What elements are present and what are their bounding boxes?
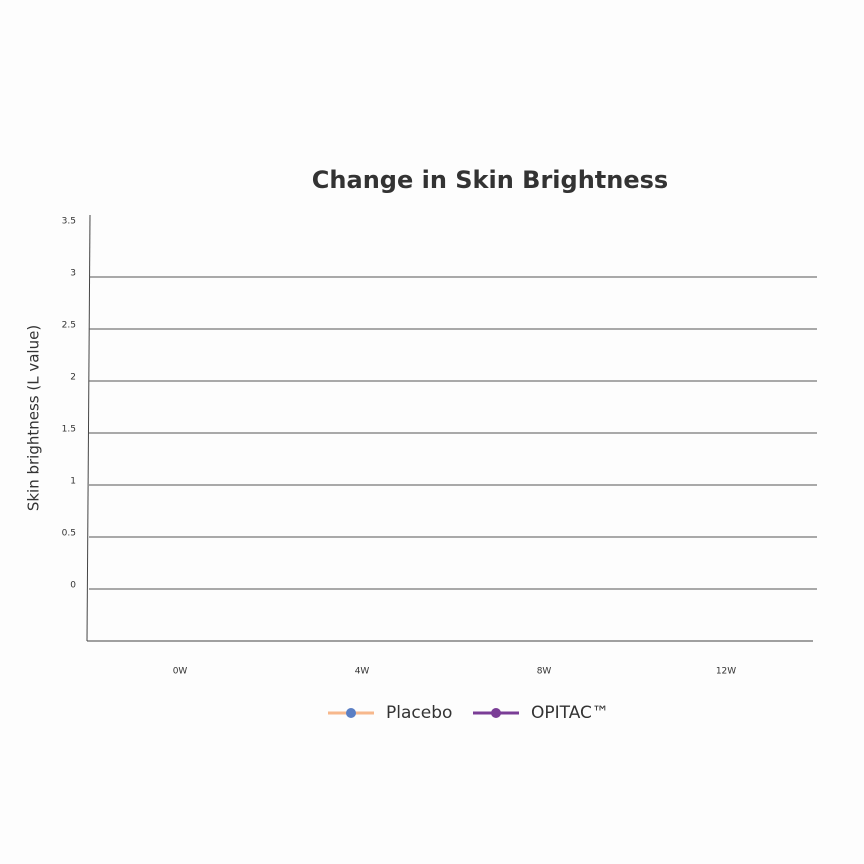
- y-tick-label: 3: [70, 269, 76, 279]
- y-tick-label: 2.5: [62, 321, 76, 331]
- legend-marker: [346, 708, 356, 718]
- x-tick-label: 8W: [537, 667, 552, 677]
- y-tick-label: 3.5: [62, 217, 76, 227]
- legend-marker: [491, 708, 501, 718]
- y-tick-label: 1.5: [62, 425, 76, 435]
- y-axis: [86, 214, 91, 642]
- y-tick-label: 1: [70, 477, 76, 487]
- chart-title: Change in Skin Brightness: [312, 166, 668, 194]
- y-axis-label: Skin brightness (L value): [25, 325, 43, 511]
- y-tick-label: 0: [70, 581, 76, 591]
- legend-label: Placebo: [386, 703, 452, 723]
- x-tick-label: 4W: [355, 667, 370, 677]
- legend-label: OPITAC™: [531, 703, 609, 723]
- x-tick-label: 0W: [173, 667, 188, 677]
- y-tick-label: 2: [70, 373, 76, 383]
- x-tick-label: 12W: [716, 667, 736, 677]
- y-tick-label: 0.5: [62, 529, 76, 539]
